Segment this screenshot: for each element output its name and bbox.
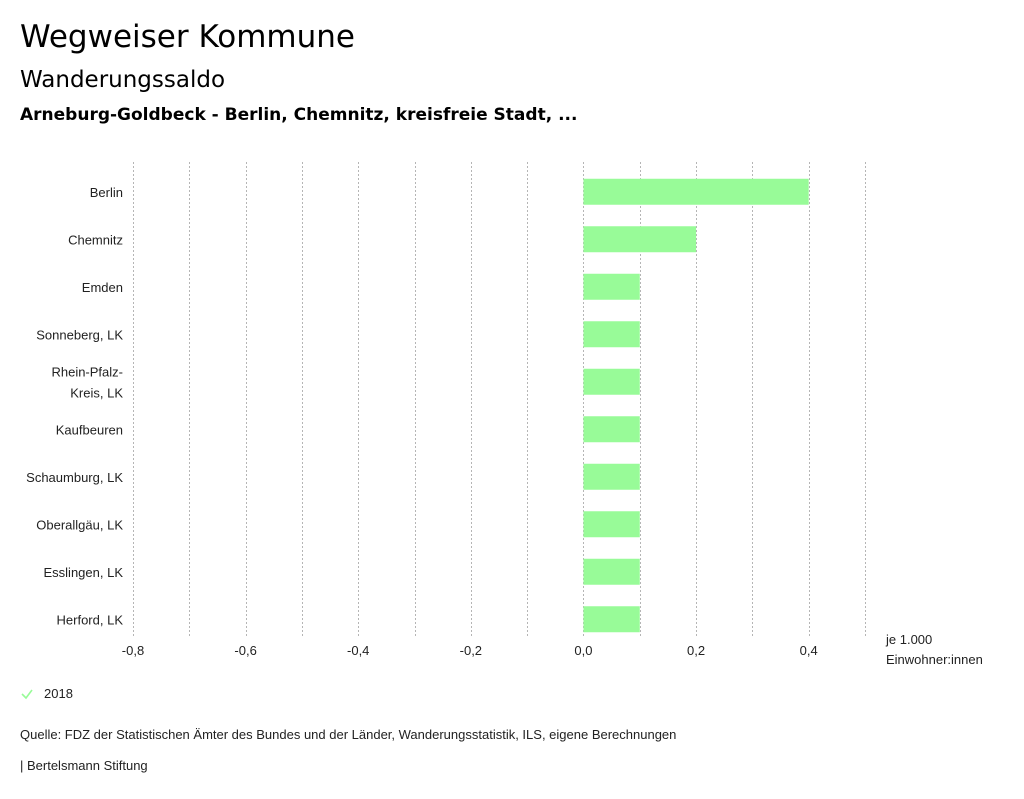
x-axis-label: Einwohner:innen bbox=[886, 652, 983, 667]
x-tick-label: 0,4 bbox=[800, 643, 818, 658]
category-label: Emden bbox=[82, 280, 123, 295]
bar bbox=[583, 273, 640, 300]
chart-context: Arneburg-Goldbeck - Berlin, Chemnitz, kr… bbox=[20, 105, 578, 125]
x-axis-label: je 1.000 bbox=[885, 632, 932, 647]
category-label: Oberallgäu, LK bbox=[36, 517, 123, 532]
x-tick-label: 0,0 bbox=[574, 643, 592, 658]
check-icon bbox=[21, 689, 33, 699]
bar-chart: Berlin Chemnitz Emden Sonneberg, LK Rhein-Pf… bbox=[26, 162, 983, 667]
category-label: Schaumburg, LK bbox=[26, 470, 123, 485]
bar bbox=[583, 606, 640, 633]
category-label: Herford, LK bbox=[57, 612, 124, 627]
bar bbox=[583, 416, 640, 443]
bar bbox=[583, 511, 640, 538]
bar bbox=[583, 178, 809, 205]
x-tick-label: 0,2 bbox=[687, 643, 705, 658]
x-tick-label: -0,8 bbox=[122, 643, 144, 658]
bar bbox=[583, 368, 640, 395]
legend[interactable]: 2018 bbox=[20, 686, 73, 701]
category-label: Esslingen, LK bbox=[44, 565, 124, 580]
bar bbox=[583, 463, 640, 490]
x-tick-label: -0,4 bbox=[347, 643, 369, 658]
source-note: Quelle: FDZ der Statistischen Ämter des … bbox=[20, 727, 677, 742]
category-label: Berlin bbox=[90, 185, 123, 200]
x-tick-label: -0,6 bbox=[234, 643, 256, 658]
chart-subtitle: Wanderungssaldo bbox=[20, 67, 226, 93]
page-title: Wegweiser Kommune bbox=[20, 19, 355, 55]
category-label: Rhein-Pfalz-Kreis, LK bbox=[51, 364, 123, 400]
bar bbox=[583, 226, 697, 253]
bar bbox=[583, 321, 640, 348]
category-label: Kaufbeuren bbox=[56, 422, 123, 437]
bar bbox=[583, 558, 640, 585]
category-label: Chemnitz bbox=[68, 232, 123, 247]
legend-label: 2018 bbox=[44, 686, 73, 701]
credit-note: | Bertelsmann Stiftung bbox=[20, 758, 148, 773]
x-tick-label: -0,2 bbox=[460, 643, 482, 658]
category-label: Sonneberg, LK bbox=[36, 327, 123, 342]
